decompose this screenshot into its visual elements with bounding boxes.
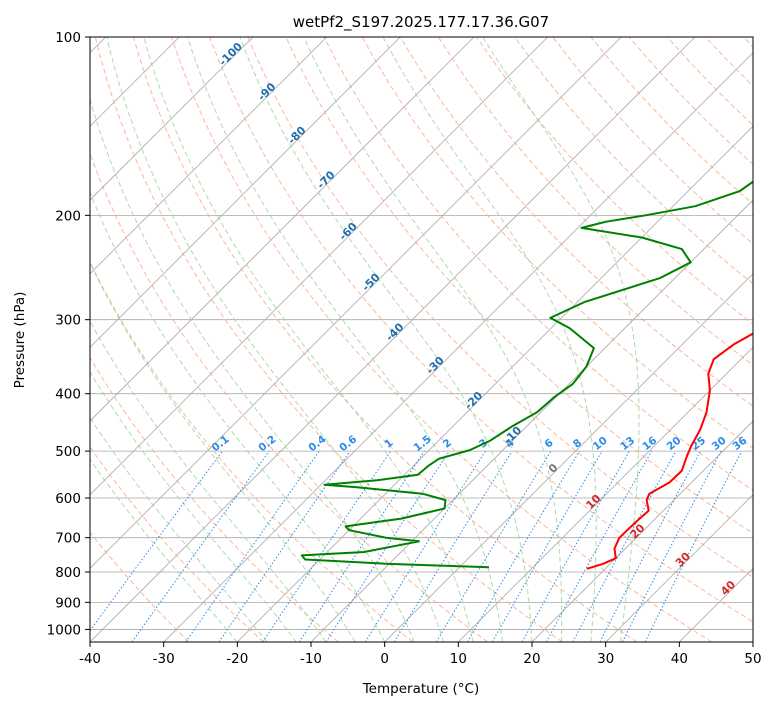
dry-adiabat-line: [514, 37, 753, 285]
mixing-ratio-line: [599, 450, 701, 642]
moist-adiabat-line: [90, 190, 386, 642]
y-axis-label: Pressure (hPa): [12, 292, 28, 389]
chart-title: wetPf2_S197.2025.177.17.36.G07: [293, 13, 549, 32]
isotherm-line: [90, 37, 548, 496]
moist-adiabat-line: [303, 37, 563, 642]
mixing-ratio-line: [393, 450, 513, 642]
x-tick-label: 10: [450, 651, 467, 667]
plot-frame: [89, 36, 754, 643]
mixing-ratio-line: [298, 450, 425, 642]
x-tick-label: -40: [79, 651, 101, 667]
isotherm-line: [90, 37, 622, 569]
x-tick-label: 50: [744, 651, 761, 667]
moist-adiabat-line: [90, 416, 268, 642]
x-tick-label: -20: [226, 651, 248, 667]
mixing-ratio-line: [545, 450, 653, 642]
mixing-ratio-line: [185, 450, 320, 642]
moist-adiabat-line: [382, 37, 597, 642]
dry-adiabat-line: [323, 37, 753, 491]
dry-adiabat-line: [94, 37, 563, 642]
dry-adiabat-line: [90, 446, 264, 642]
isotherm-line: [458, 346, 753, 642]
mixing-ratio-line: [262, 450, 392, 642]
dry-adiabat-line: [361, 37, 753, 449]
isotherm-line: [90, 37, 327, 275]
moist-adiabat-line: [90, 458, 238, 642]
mixing-ratio-line: [621, 450, 722, 642]
dry-adiabat-line: [209, 37, 753, 623]
moist-adiabat-line: [90, 261, 356, 642]
mixing-ratio-line: [572, 450, 677, 642]
y-tick-label: 400: [55, 387, 81, 403]
y-tick-label: 1000: [47, 622, 81, 638]
x-axis-label: Temperature (°C): [362, 681, 480, 697]
dry-adiabat-line: [90, 152, 488, 642]
x-tick-label: 0: [380, 651, 389, 667]
isotherm-line: [163, 52, 753, 642]
isotherm-line: [384, 273, 753, 642]
dry-adiabat-line: [90, 356, 339, 642]
mixing-ratio-line: [90, 450, 223, 632]
x-tick-label: 30: [597, 651, 614, 667]
isotherm-line: [605, 494, 753, 642]
y-tick-label: 500: [55, 444, 81, 460]
y-tick-label: 300: [55, 313, 81, 329]
moist-adiabat-line: [143, 37, 474, 642]
x-tick-label: 20: [523, 651, 540, 667]
dry-adiabat-line: [90, 531, 190, 642]
y-tick-label: 900: [55, 595, 81, 611]
mixing-ratio-line: [435, 450, 552, 642]
moist-adiabat-line: [239, 37, 533, 642]
dry-adiabat-line: [132, 37, 638, 642]
y-tick-label: 100: [55, 30, 81, 46]
dry-adiabat-line: [285, 37, 753, 535]
moist-adiabat-line: [90, 320, 327, 642]
isotherm-line: [90, 37, 254, 201]
axes: -40 -30 -20 -10 0 10 20 30 40 50 100 200 300 400 500 60…: [47, 30, 762, 667]
dewpoint-profile: [300, 180, 753, 569]
dry-adiabat-line: [247, 37, 753, 578]
x-tick-label: 40: [671, 651, 688, 667]
dry-adiabat-line: [90, 260, 414, 642]
isotherm-line: [90, 37, 401, 348]
mixing-ratio-line: [521, 450, 630, 642]
x-tick-label: -10: [300, 651, 322, 667]
moist-adiabat-line: [482, 37, 640, 642]
dry-adiabat-line: [171, 37, 712, 642]
y-tick-label: 800: [55, 565, 81, 581]
x-tick-label: -30: [153, 651, 175, 667]
moist-adiabat-line: [106, 37, 445, 642]
isotherm-line: [237, 125, 753, 642]
y-tick-label: 200: [55, 208, 81, 224]
isotherm-line: [531, 420, 753, 642]
mixing-ratio-line: [218, 450, 351, 642]
isotherm-line: [90, 37, 696, 642]
mixing-ratio-line: [131, 450, 270, 642]
y-tick-label: 700: [55, 531, 81, 547]
isotherm-line: [90, 37, 475, 422]
mixing-ratio-line: [644, 450, 743, 642]
y-tick-label: 600: [55, 491, 81, 507]
dry-adiabat-line: [399, 37, 753, 407]
moist-adiabat-line: [187, 37, 503, 642]
temperature-profile: [586, 332, 753, 570]
